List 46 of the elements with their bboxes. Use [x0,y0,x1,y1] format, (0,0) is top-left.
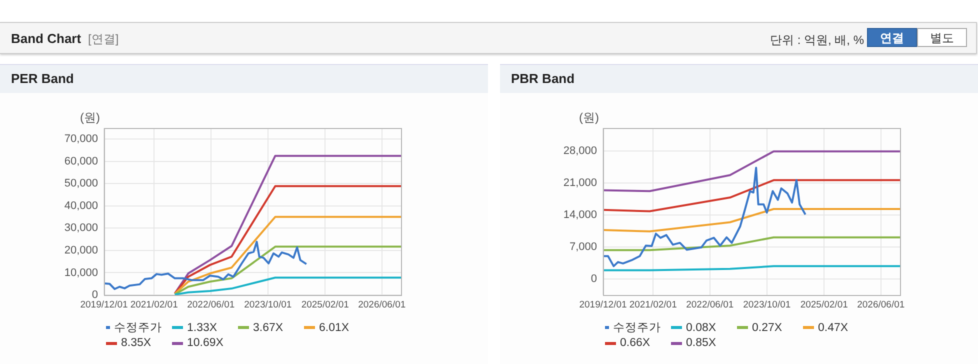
x-tick-label: 2026/06/01 [358,299,406,310]
legend-label: 10.69X [187,337,224,349]
legend-label: 0.66X [620,337,650,349]
legend-label: 수정주가 [114,321,162,335]
chart-title: PER Band [0,64,488,93]
y-tick-label: 30,000 [64,222,98,234]
legend-label: 0.47X [818,322,848,334]
y-tick-label: 40,000 [64,200,98,212]
chart-title: PBR Band [500,64,978,93]
text: [연결] [88,31,119,48]
y-tick-label: 50,000 [64,178,98,190]
text: 연결 [867,28,917,47]
text: 단위 : 억원, 배, % [770,32,864,49]
y-axis-title: (원) [579,110,599,124]
x-tick-label: 2019/12/01 [579,299,627,310]
x-tick-label: 2022/06/01 [686,299,734,310]
x-tick-label: 2022/06/01 [187,299,235,310]
x-tick-label: 2023/10/01 [743,299,791,310]
text: 별도 [917,28,967,47]
y-tick-label: 0 [590,273,597,286]
x-tick-label: 2021/02/01 [130,299,178,310]
y-tick-label: 70,000 [64,133,98,146]
y-tick-label: 0 [92,289,98,302]
x-tick-label: 2021/02/01 [629,299,677,310]
y-tick-label: 7,000 [569,240,597,253]
legend-label: 8.35X [121,337,152,349]
legend-label: 1.33X [187,322,218,334]
y-tick-label: 10,000 [64,266,98,279]
y-tick-label: 60,000 [64,155,98,168]
y-tick-label: 20,000 [64,244,98,256]
legend-label: 3.67X [253,322,284,334]
x-tick-label: 2025/02/01 [301,299,349,310]
legend-label: 0.85X [686,337,716,349]
y-tick-label: 14,000 [563,208,597,221]
x-tick-label: 2019/12/01 [80,299,128,310]
x-tick-label: 2025/02/01 [800,299,848,310]
y-tick-label: 28,000 [563,144,597,157]
y-axis-title: (원) [80,110,100,124]
y-tick-label: 21,000 [563,176,597,189]
legend-label: 6.01X [319,322,350,334]
legend-label: 0.27X [752,322,782,334]
x-tick-label: 2026/06/01 [857,299,905,310]
legend-label: 수정주가 [613,321,661,335]
x-tick-label: 2023/10/01 [244,299,292,310]
text: Band Chart [11,31,82,46]
legend-label: 0.08X [686,322,716,334]
